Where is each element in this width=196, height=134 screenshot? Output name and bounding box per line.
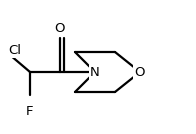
- Text: F: F: [26, 105, 34, 118]
- Text: O: O: [135, 66, 145, 79]
- Text: Cl: Cl: [8, 44, 21, 57]
- Text: N: N: [90, 66, 100, 79]
- Text: O: O: [55, 21, 65, 34]
